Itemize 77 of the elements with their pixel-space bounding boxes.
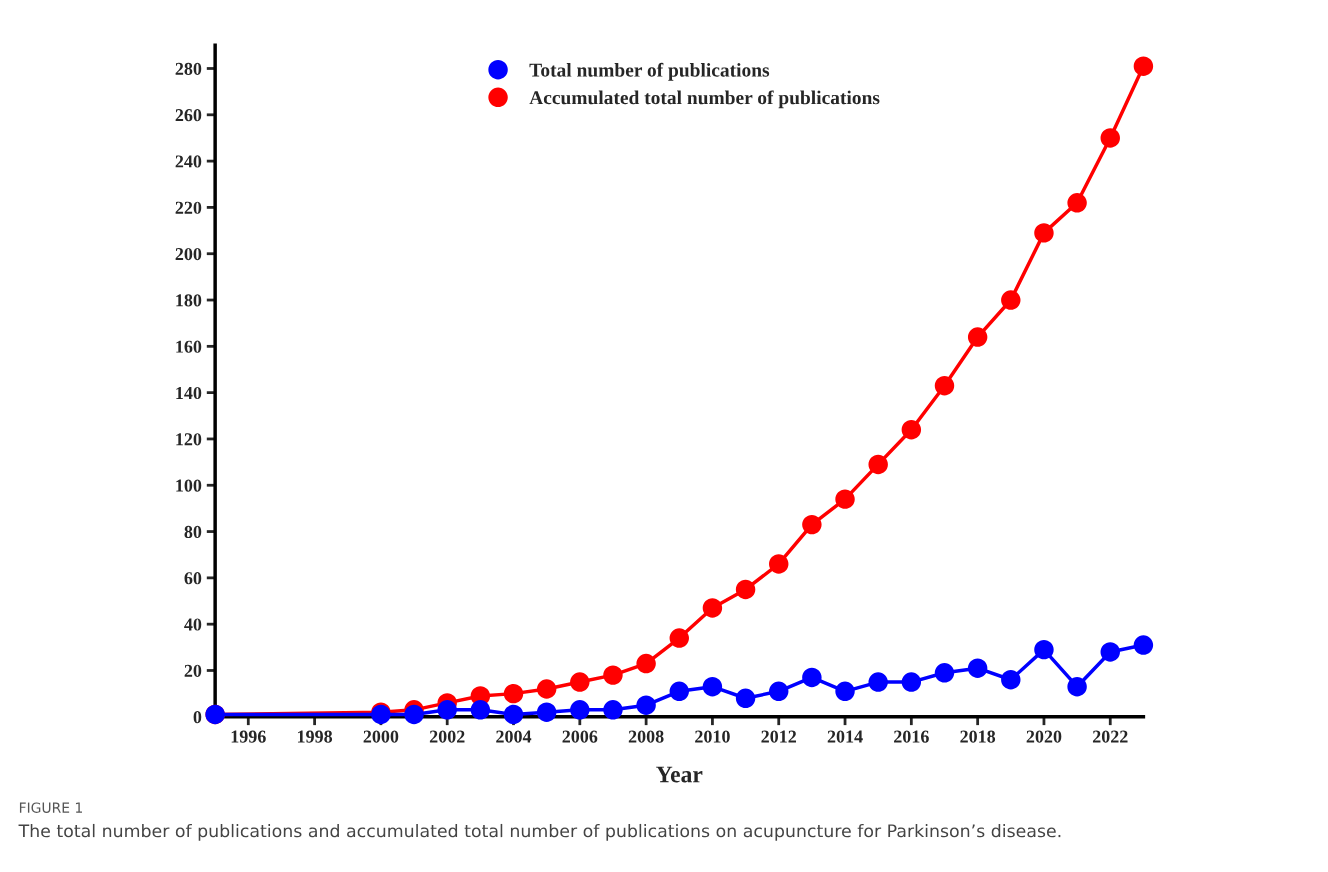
point <box>603 665 623 685</box>
point <box>702 676 723 697</box>
x-tick-label: 2020 <box>1026 730 1062 743</box>
y-tick-label: 140 <box>176 386 202 400</box>
point <box>1034 223 1054 243</box>
x-tick-label: 2000 <box>363 730 399 743</box>
point <box>835 489 855 509</box>
point <box>669 628 689 648</box>
point <box>735 688 756 708</box>
point <box>1133 635 1154 655</box>
y-tick-label: 240 <box>175 155 202 168</box>
text: The total number of publications and accumulated total number of publications on acupuncture for Parkinson’s disease. <box>18 823 1061 841</box>
point <box>437 700 457 720</box>
point <box>503 704 524 725</box>
point <box>967 658 988 678</box>
x-tick-label: 2006 <box>562 730 598 743</box>
point <box>702 598 723 618</box>
point <box>570 672 590 692</box>
y-tick-label: 80 <box>184 525 202 538</box>
point <box>669 681 689 702</box>
point <box>769 681 789 702</box>
x-tick-label: 2018 <box>960 730 996 743</box>
point <box>835 681 855 702</box>
point <box>503 683 524 704</box>
x-tick-label: 2010 <box>695 730 730 743</box>
x-tick-label: 2022 <box>1092 730 1128 743</box>
point <box>934 663 955 683</box>
x-tick-label: 1998 <box>297 730 333 743</box>
point <box>1034 639 1054 660</box>
caption: FIGURE 1 <box>19 802 82 813</box>
y-tick-label: 260 <box>175 109 202 122</box>
point <box>802 514 822 535</box>
point <box>536 702 557 722</box>
y-tick-label: 160 <box>176 340 202 353</box>
point <box>1001 670 1021 690</box>
y-tick-label: 20 <box>184 664 202 677</box>
y-tick-label: 200 <box>175 247 202 261</box>
point <box>1133 56 1154 76</box>
x-tick-label: 2012 <box>761 730 797 743</box>
x-tick-label: 1996 <box>231 730 266 743</box>
point <box>967 327 988 347</box>
point <box>636 695 656 715</box>
point <box>901 672 922 692</box>
point <box>934 375 955 396</box>
legend-label: Total number of publications <box>529 62 770 81</box>
point <box>603 700 623 720</box>
legend-label: Accumulated total number of publications <box>529 90 880 109</box>
point <box>1067 676 1087 697</box>
point <box>570 700 590 720</box>
y-tick-label: 180 <box>176 294 202 307</box>
point <box>868 672 888 692</box>
point <box>1067 193 1087 213</box>
point <box>1100 128 1120 148</box>
point <box>536 679 557 699</box>
x-tick-label: 2004 <box>496 730 532 743</box>
y-tick-label: 280 <box>175 62 202 75</box>
y-tick-label: 40 <box>184 618 202 631</box>
point <box>769 554 789 574</box>
x-tick-label: 2008 <box>628 730 664 743</box>
x-tick-label: 2002 <box>429 730 465 743</box>
x-axis-title: Year <box>656 766 703 783</box>
point <box>636 653 656 674</box>
x-tick-label: 2016 <box>894 730 929 743</box>
point <box>404 704 424 725</box>
point <box>735 579 756 600</box>
y-tick-label: 220 <box>175 201 202 214</box>
y-tick-label: 100 <box>176 479 202 492</box>
point <box>868 454 888 475</box>
point <box>1100 642 1120 662</box>
point <box>901 419 922 440</box>
y-tick-label: 120 <box>176 433 202 446</box>
x-tick-label: 2014 <box>827 730 863 743</box>
point <box>470 700 491 720</box>
point <box>802 667 822 688</box>
y-tick-label: 60 <box>184 572 202 585</box>
y-tick-label: 0 <box>193 711 202 724</box>
point <box>1001 290 1021 310</box>
